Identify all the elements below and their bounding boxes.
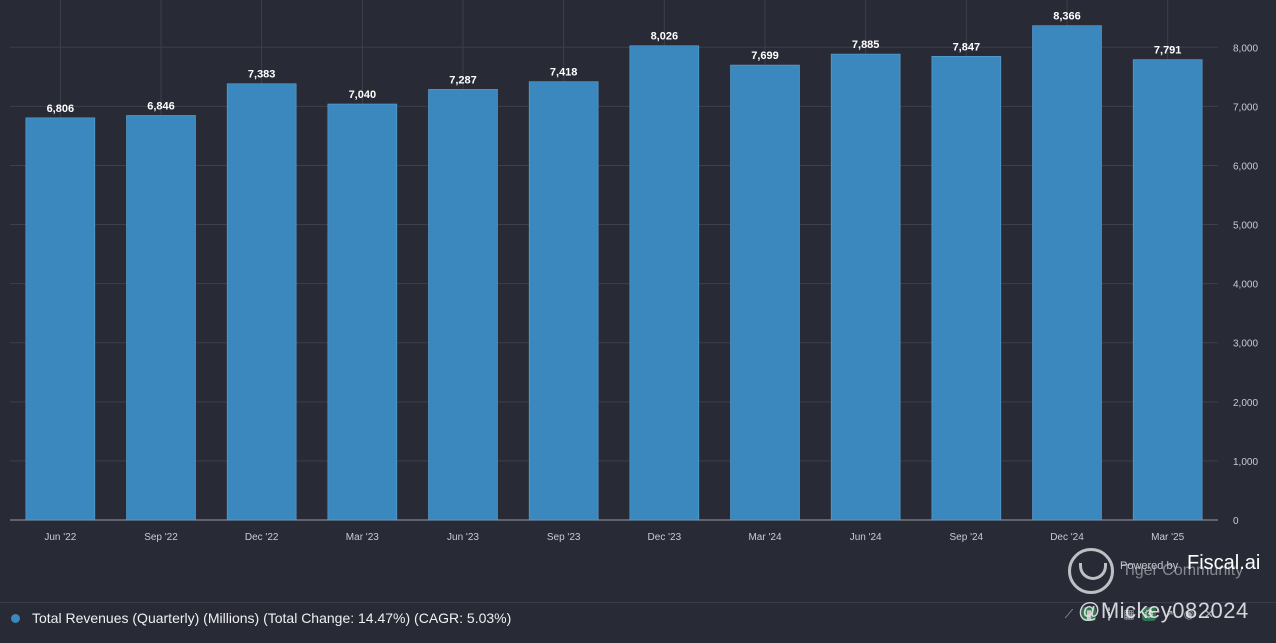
bar-chart-icon[interactable]: ▮ [1082, 607, 1096, 621]
share-icon[interactable]: ↗ [1163, 607, 1175, 621]
y-tick-label: 0 [1233, 516, 1239, 527]
bar [830, 53, 901, 521]
data-label: 8,026 [651, 31, 679, 43]
watermark-handle: @Mickey082024 [1078, 598, 1249, 623]
bar [730, 64, 800, 521]
x-tick-label: Mar '23 [346, 532, 379, 543]
x-tick-label: Jun '23 [447, 532, 479, 543]
x-tick-label: Sep '22 [144, 532, 178, 543]
y-tick-label: 7,000 [1233, 102, 1258, 113]
x-tick-label: Jun '22 [44, 532, 76, 543]
powered-by-label: Powered by [1120, 560, 1179, 572]
legend-label: Total Revenues (Quarterly) (Millions) (T… [32, 610, 512, 626]
bar [931, 56, 1002, 521]
table-icon[interactable]: ▦ [1123, 607, 1135, 621]
data-label: 8,366 [1053, 11, 1081, 23]
data-label: 7,791 [1154, 45, 1182, 57]
data-label: 7,040 [349, 89, 377, 101]
y-axis-ticks: 0 1,000 2,000 3,000 4,000 5,000 6,000 7,000 8,00… [1233, 43, 1258, 527]
bar-chart: 6,806 6,846 7,383 7,040 7,287 7,418 8,026 7,699… [10, 0, 1258, 543]
x-tick-label: Sep '24 [950, 532, 984, 543]
data-label: 7,885 [852, 39, 880, 51]
x-tick-label: Sep '23 [547, 532, 581, 543]
x-tick-label: Jun '24 [850, 532, 882, 543]
chart-toolbar: ⟋ ▮ ┇ ▦ ⚙ ↗ ◉ ✕ [1062, 607, 1216, 621]
bars-group [25, 25, 1203, 521]
brand-logo: Fiscal.ai [1187, 552, 1261, 574]
line-chart-icon[interactable]: ⟋ [1064, 607, 1074, 621]
y-tick-label: 1,000 [1233, 457, 1258, 468]
y-tick-label: 2,000 [1233, 398, 1258, 409]
settings-icon[interactable]: ⚙ [1142, 607, 1156, 621]
y-tick-label: 3,000 [1233, 339, 1258, 350]
data-label: 6,806 [47, 103, 75, 115]
bar [1132, 59, 1203, 521]
bar [25, 117, 96, 521]
x-tick-label: Mar '25 [1151, 532, 1184, 543]
bar [428, 89, 498, 521]
data-label: 7,847 [953, 41, 981, 53]
bar [126, 115, 196, 521]
watermark-community: Tiger Community [1122, 562, 1244, 579]
data-label: 6,846 [147, 100, 175, 112]
y-tick-label: 6,000 [1233, 161, 1258, 172]
x-tick-label: Dec '23 [648, 532, 682, 543]
bar [528, 81, 599, 521]
x-tick-label: Dec '24 [1050, 532, 1084, 543]
legend-marker [11, 613, 20, 623]
data-labels-group: 6,806 6,846 7,383 7,040 7,287 7,418 8,026 7,699… [47, 11, 1182, 115]
data-label: 7,699 [751, 50, 779, 62]
bar [226, 83, 297, 521]
data-label: 7,418 [550, 67, 578, 79]
tiger-logo-icon [1068, 548, 1114, 594]
legend[interactable]: Total Revenues (Quarterly) (Millions) (T… [0, 602, 1276, 633]
bar [327, 103, 398, 521]
candle-icon[interactable]: ┇ [1105, 607, 1113, 621]
x-tick-label: Mar '24 [748, 532, 781, 543]
close-icon[interactable]: ✕ [1203, 607, 1215, 621]
data-label: 7,383 [248, 69, 276, 81]
bar [1032, 25, 1102, 521]
eye-icon[interactable]: ◉ [1183, 607, 1195, 621]
y-tick-label: 5,000 [1233, 221, 1258, 232]
y-tick-label: 8,000 [1233, 43, 1258, 54]
y-tick-label: 4,000 [1233, 280, 1258, 291]
x-tick-label: Dec '22 [245, 532, 279, 543]
x-axis-ticks: Jun '22 Sep '22 Dec '22 Mar '23 Jun '23 Sep '… [44, 532, 1184, 543]
bar [629, 45, 700, 521]
data-label: 7,287 [449, 74, 477, 86]
